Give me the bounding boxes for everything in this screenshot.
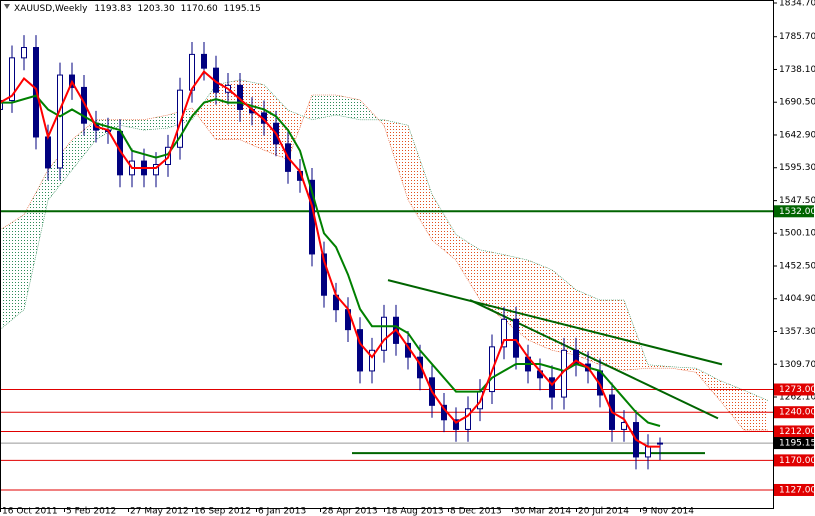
level-label: 1212.00 [779,427,815,437]
cloud-segment [456,234,480,301]
cloud-segment [192,84,216,140]
cloud-segment [0,214,24,330]
y-tick-label: 1738.10 [779,65,815,75]
cloud-segment [480,249,504,321]
y-tick-label: 1404.90 [779,294,815,304]
candle-body [549,377,555,398]
header-icon [4,4,10,9]
level-label-bg [774,425,814,438]
plot-frame [0,0,774,509]
x-tick-label: 27 May 2012 [130,507,189,516]
x-tick-label: 18 Aug 2013 [386,507,444,516]
cloud-segment [600,300,624,371]
y-tick-label: 1309.70 [779,360,815,370]
candle-body [201,53,207,69]
candle-body [381,316,387,351]
x-tick-label: 6 Jan 2013 [258,507,306,516]
candle-body [57,74,63,169]
candle-body [81,86,87,124]
y-tick-label: 1834.70 [779,0,815,9]
level-label: 1532.00 [779,207,815,217]
cloud-segment [552,269,576,356]
level-label: 1127.00 [779,485,815,495]
cloud-segment [312,94,336,120]
open: 1193.83 [94,4,131,14]
candle-body [321,253,327,296]
kijun-line [0,94,661,427]
y-tick-label: 1452.50 [779,261,815,271]
level-label-bg [774,205,814,218]
candle-body [453,419,459,430]
candle-body [513,318,519,358]
cloud-segment [24,170,48,310]
symbol: XAUUSD,Weekly [14,4,88,14]
x-tick-label: 20 Jul 2014 [578,507,629,516]
cloud-segment [672,366,696,373]
trendline [387,279,723,366]
header: XAUUSD,Weekly 1193.83 1203.30 1170.60 11… [4,4,261,14]
level-label-bg [774,454,814,467]
cloud-segment [72,119,96,171]
y-tick-label: 1595.30 [779,163,815,173]
cloud-segment [528,260,552,351]
cloud-segment [744,390,768,431]
tenkan-line [0,70,660,448]
level-label: 1195.15 [779,439,815,449]
candle-body [0,100,3,110]
x-tick-label: 9 Nov 2014 [642,507,694,516]
candle-body [9,57,15,102]
x-tick-label: 8 Dec 2013 [450,507,502,516]
x-tick-label: 16 Oct 2011 [2,507,58,516]
candle-body [501,318,507,348]
cloud-segment [696,368,720,401]
level-label-bg [774,437,814,450]
x-tick-label: 16 Sep 2012 [194,507,251,516]
span-a [0,94,768,431]
close: 1195.15 [224,4,261,14]
y-tick-label: 1785.70 [779,32,815,42]
x-tick-label: 28 Apr 2013 [322,507,378,516]
cloud-segment [120,119,144,131]
x-tick-label: 5 Feb 2012 [66,507,116,516]
y-tick-label: 1500.10 [779,229,815,239]
level-label-bg [774,383,814,396]
y-tick-label: 1357.30 [779,327,815,337]
level-label: 1273.00 [779,385,815,395]
span-b [0,79,769,401]
header-text: XAUUSD,Weekly 1193.83 1203.30 1170.60 11… [14,4,261,14]
y-tick-label: 1642.90 [779,130,815,140]
candle-body [153,163,159,176]
cloud-segment [720,380,744,431]
level-label-bg [774,483,814,496]
y-tick-label: 1262.10 [779,393,815,403]
cloud-segment [336,94,360,120]
x-tick-label: 30 Mar 2014 [514,507,571,516]
candle-body [657,442,663,445]
y-tick-label: 1547.50 [779,196,815,206]
low: 1170.60 [181,4,218,14]
y-tick-label: 1690.50 [779,98,815,108]
candle-body [45,136,51,169]
candle-body [21,47,27,59]
cloud-segment [144,114,168,131]
cloud-segment [624,300,648,371]
candle-body [357,329,363,372]
candle-body [369,349,375,372]
cloud-segment [384,119,408,200]
level-label: 1240.00 [779,408,815,418]
candle-body [645,446,651,458]
level-label: 1170.00 [779,456,815,466]
cloud-segment [648,364,672,369]
level-label-bg [774,406,814,419]
cloud-segment [576,289,600,365]
high: 1203.30 [137,4,174,14]
candle-body [465,408,471,430]
trendline [469,299,719,420]
candle-body [621,422,627,430]
plot-area [0,35,773,491]
